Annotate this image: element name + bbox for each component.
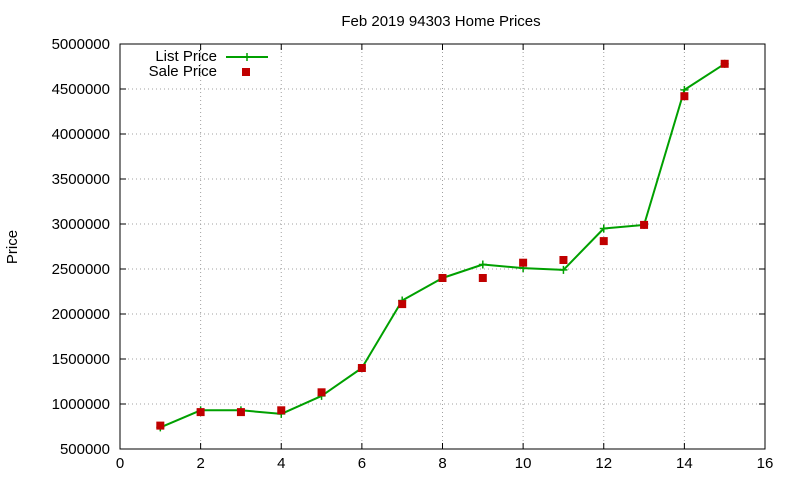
- point-sale-price: [357, 364, 366, 372]
- y-tick-label: 4500000: [52, 81, 110, 98]
- point-sale-price: [317, 388, 326, 397]
- chart-title: Feb 2019 94303 Home Prices: [341, 13, 540, 30]
- point-list-price: [478, 260, 487, 269]
- y-tick-label: 3000000: [52, 216, 110, 233]
- y-tick-label: 1500000: [52, 351, 110, 368]
- point-sale-price: [640, 220, 649, 229]
- y-tick-label: 1000000: [52, 396, 110, 413]
- x-tick-label: 8: [438, 455, 446, 472]
- x-axis-ticks: 0 2 4 6 8 10 12 14 16: [116, 44, 774, 472]
- point-sale-price: [478, 274, 487, 282]
- point-sale-price: [156, 421, 165, 430]
- y-axis-label: Price: [4, 230, 21, 264]
- y-tick-label: 3500000: [52, 171, 110, 188]
- x-tick-label: 10: [515, 455, 532, 472]
- legend: List Price Sale Price: [149, 48, 268, 80]
- y-tick-label: 500000: [60, 441, 110, 458]
- point-sale-price: [680, 92, 689, 101]
- x-tick-label: 4: [277, 455, 285, 472]
- point-list-price: [559, 265, 568, 274]
- point-sale-price: [519, 258, 528, 267]
- y-axis-ticks: 500000 1000000 1500000 2000000 2500000 300000…: [52, 36, 765, 458]
- point-sale-price: [277, 406, 286, 415]
- point-list-price: [599, 224, 608, 233]
- legend-sample-sale-price: [242, 68, 250, 76]
- legend-square-sale-price: [242, 68, 250, 76]
- x-tick-label: 0: [116, 455, 124, 472]
- y-tick-label: 2500000: [52, 261, 110, 278]
- x-tick-label: 6: [358, 455, 366, 472]
- y-tick-label: 4000000: [52, 126, 110, 143]
- x-tick-label: 12: [595, 455, 612, 472]
- point-sale-price: [438, 274, 447, 282]
- x-tick-label: 14: [676, 455, 693, 472]
- point-sale-price: [196, 408, 205, 417]
- legend-label-sale-price: Sale Price: [149, 63, 217, 80]
- y-tick-label: 2000000: [52, 306, 110, 323]
- point-sale-price: [398, 300, 407, 309]
- point-sale-price: [559, 256, 568, 264]
- x-tick-label: 16: [757, 455, 774, 472]
- point-sale-price: [720, 59, 729, 68]
- legend-label-list-price: List Price: [155, 48, 217, 65]
- point-sale-price: [599, 237, 608, 246]
- data-series: [156, 59, 729, 432]
- legend-sample-list-price: [226, 53, 268, 61]
- point-sale-price: [236, 408, 245, 417]
- y-tick-label: 5000000: [52, 36, 110, 53]
- x-tick-label: 2: [196, 455, 204, 472]
